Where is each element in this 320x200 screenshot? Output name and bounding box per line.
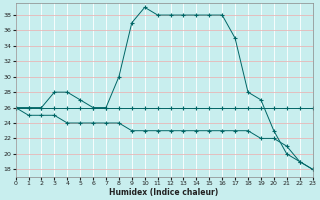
- X-axis label: Humidex (Indice chaleur): Humidex (Indice chaleur): [109, 188, 219, 197]
